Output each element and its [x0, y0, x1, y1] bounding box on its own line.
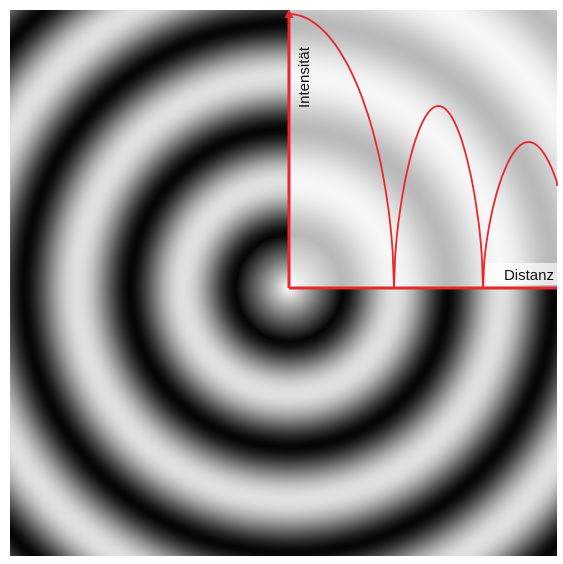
y-axis-label: Intensität	[296, 46, 313, 108]
intensity-curve	[289, 13, 558, 289]
x-axis-label-background	[486, 263, 557, 285]
y-axis-arrowhead	[284, 9, 294, 18]
x-axis-label: Distanz	[504, 267, 554, 284]
plot-quadrant-highlight	[289, 10, 557, 288]
